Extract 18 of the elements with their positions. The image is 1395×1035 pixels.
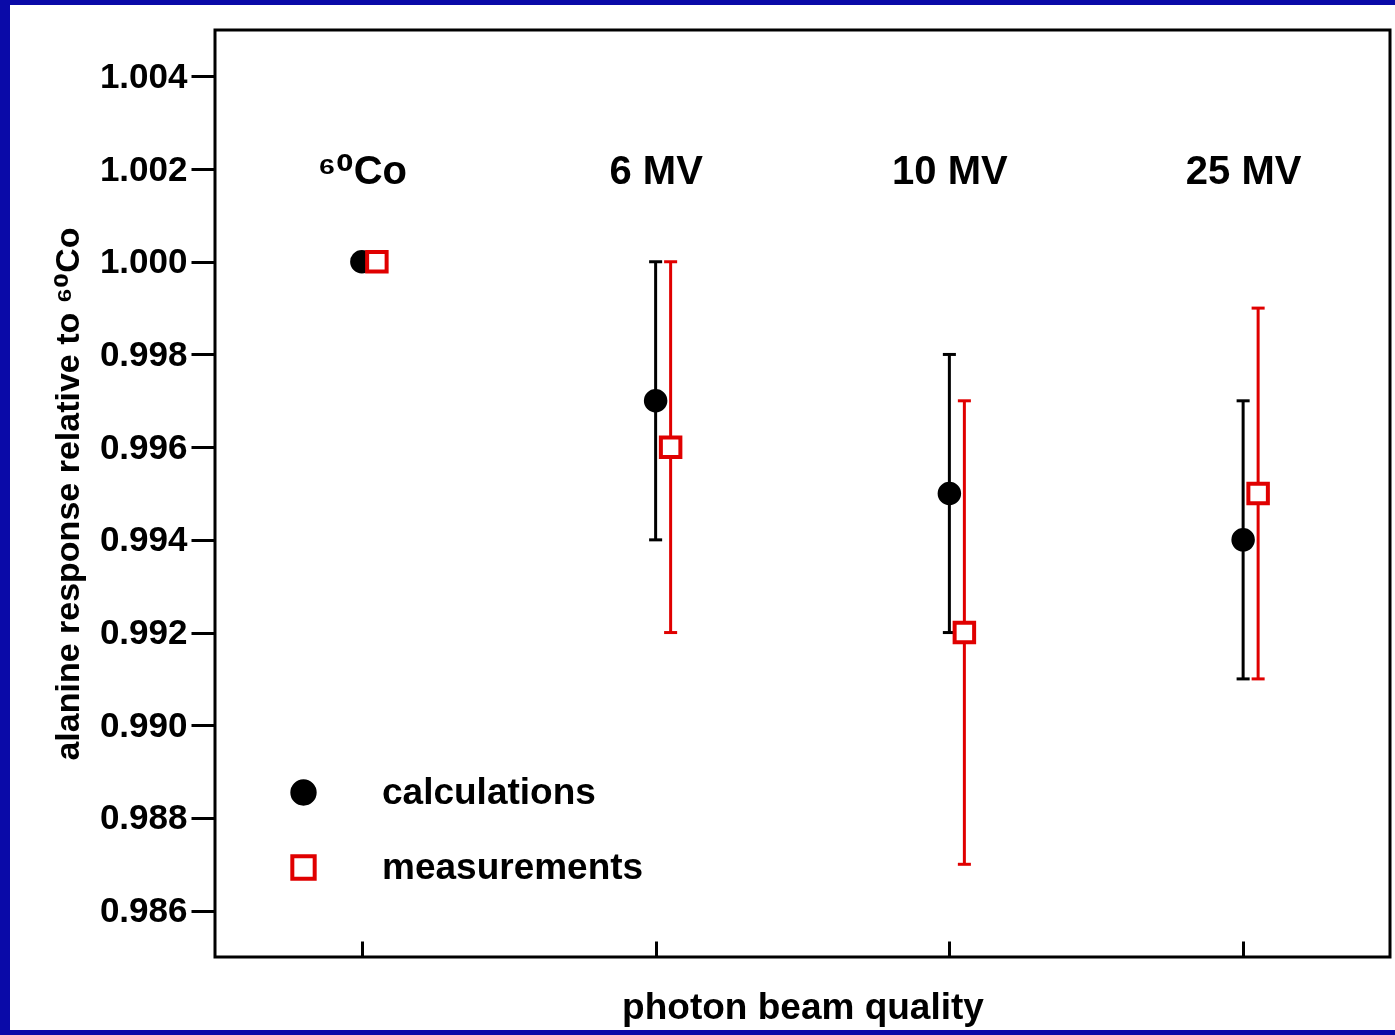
legend-label: measurements <box>382 845 644 887</box>
y-tick-label: 0.998 <box>99 333 188 373</box>
x-tick-label: 25 MV <box>1185 147 1302 192</box>
y-tick-label: 0.992 <box>99 612 188 652</box>
y-tick-label: 0.988 <box>99 797 188 837</box>
y-tick-label: 1.002 <box>99 148 188 188</box>
x-tick-label: 10 MV <box>892 147 1008 192</box>
y-tick-label: 0.986 <box>99 890 188 930</box>
legend-label: calculations <box>382 770 596 812</box>
y-tick-label: 1.000 <box>99 241 188 281</box>
x-tick-label: 6 MV <box>609 147 704 192</box>
y-tick-label: 0.990 <box>99 704 188 744</box>
y-axis-title: alanine response relative to ⁶⁰Co <box>47 227 86 761</box>
y-tick-label: 0.996 <box>99 426 188 466</box>
x-axis-title: photon beam quality <box>622 985 985 1027</box>
x-tick-label: ⁶⁰Co <box>317 147 408 192</box>
y-tick-label: 0.994 <box>99 519 189 559</box>
y-tick-label: 1.004 <box>99 55 189 95</box>
